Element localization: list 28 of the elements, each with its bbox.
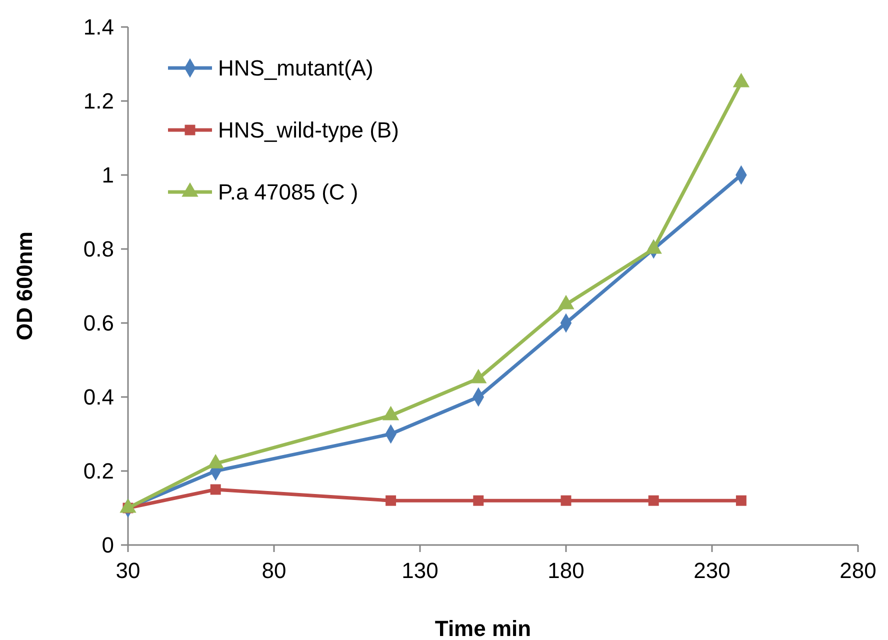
- point: [648, 495, 659, 506]
- point: [386, 495, 396, 506]
- x-tick-label: 180: [548, 558, 584, 583]
- point: [473, 495, 484, 506]
- point: [560, 495, 572, 506]
- point: [558, 294, 574, 310]
- point: [210, 484, 221, 495]
- x-tick-label: 230: [694, 558, 730, 583]
- y-tick-label: 1.4: [83, 14, 114, 40]
- point: [645, 239, 662, 254]
- x-tick-label: 80: [262, 558, 286, 583]
- point: [736, 495, 746, 506]
- y-tick-label: 0.4: [83, 384, 114, 410]
- point: [732, 72, 750, 88]
- legend-label: HNS_wild-type (B): [218, 118, 399, 143]
- legend-label: HNS_mutant(A): [218, 56, 374, 81]
- x-axis-title: Time min: [434, 616, 532, 640]
- x-tick-label: 130: [402, 558, 438, 583]
- legend-label: P.a 47085 (C ): [218, 180, 358, 205]
- x-tick-label: 30: [116, 558, 140, 583]
- y-tick-label: 0.6: [83, 310, 114, 336]
- x-tick-label: 280: [840, 558, 876, 583]
- y-tick-label: 0.2: [83, 458, 114, 484]
- y-tick-label: 1: [102, 162, 114, 188]
- y-axis-title: OD 600nm: [12, 232, 37, 340]
- y-tick-label: 0.8: [83, 236, 114, 262]
- y-tick-label: 1.2: [83, 88, 114, 114]
- y-tick-label: 0: [102, 532, 114, 558]
